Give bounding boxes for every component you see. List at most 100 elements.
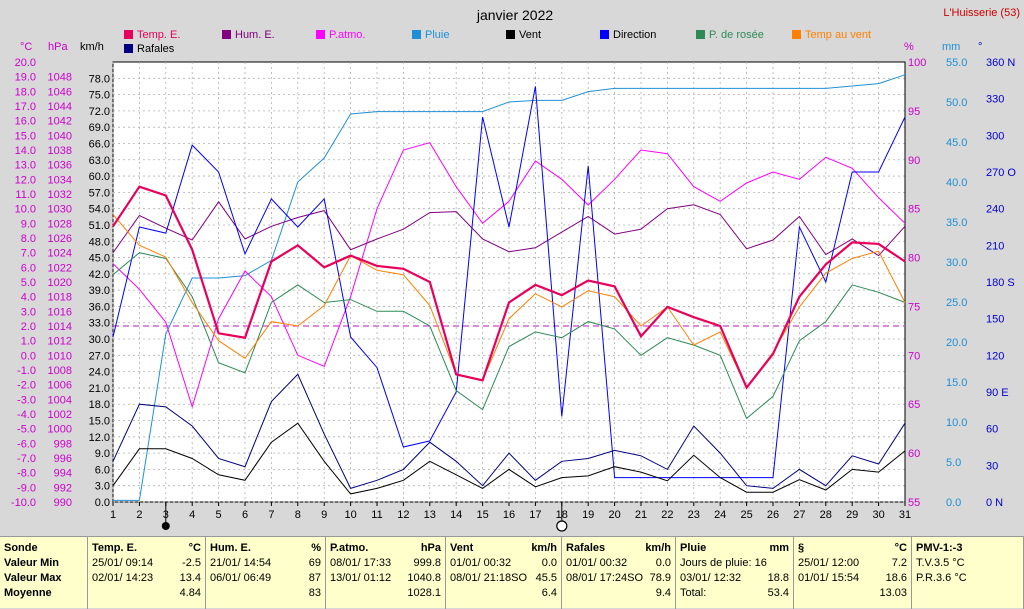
stats-cell-label: 01/01/ 15:54 <box>798 572 860 584</box>
stats-cell-label: P.R.3.6 °C <box>916 572 967 584</box>
stats-row: 6.4 <box>450 586 557 601</box>
legend-label: P.atmo. <box>329 29 366 41</box>
y-tick-label: -5.0 <box>17 424 36 436</box>
stats-column-header: Vent km/h <box>450 541 557 556</box>
x-tick-label: 8 <box>295 509 301 521</box>
y-tick-label: 21.0 <box>89 383 110 395</box>
x-tick-label: 25 <box>740 509 752 521</box>
y-tick-label: 78.0 <box>89 73 110 85</box>
stats-header-label: Rafales <box>566 542 606 554</box>
y-tick-label: 9.0 <box>21 218 36 230</box>
stats-header-label: Hum. E. <box>210 542 251 554</box>
stats-cell-label: 13/01/ 01:12 <box>330 572 392 584</box>
y-tick-label: 994 <box>54 468 72 480</box>
y-tick-label: 57.0 <box>89 187 110 199</box>
stats-header-unit: km/h <box>531 542 557 554</box>
y-tick-label: 14.0 <box>15 145 36 157</box>
stats-cell-label: 08/01/ 17:33 <box>330 557 392 569</box>
stats-column-header: Temp. E. °C <box>92 541 201 556</box>
y-tick-label: 12.0 <box>15 174 36 186</box>
y-tick-label: 1048 <box>48 72 72 84</box>
y-tick-label: 54.0 <box>89 204 110 216</box>
stats-row: Jours de pluie: 16 <box>680 556 789 571</box>
x-tick-label: 28 <box>820 509 832 521</box>
y-tick-label: 19.0 <box>15 72 36 84</box>
y-tick-label: 90 <box>908 155 920 167</box>
x-tick-label: 2 <box>136 509 142 521</box>
y-tick-label: 12.0 <box>89 432 110 444</box>
stats-column: Hum. E.% 21/01/ 14:54 69 06/01/ 06:49 87 83 <box>206 537 326 609</box>
y-tick-label: 992 <box>54 482 72 494</box>
y-tick-label: 20.0 <box>15 57 36 69</box>
y-tick-label: 240 <box>986 204 1004 216</box>
x-tick-label: 13 <box>424 509 436 521</box>
y-tick-label: 996 <box>54 453 72 465</box>
stats-row: P.R.3.6 °C <box>916 571 1019 586</box>
stats-column: § °C 25/01/ 12:00 7.2 01/01/ 15:54 18.6 13.03 <box>794 537 912 609</box>
x-tick-label: 31 <box>899 509 911 521</box>
y-tick-label: 1018 <box>48 292 72 304</box>
stats-header-unit: hPa <box>420 542 441 554</box>
y-tick-label: 0 N <box>986 497 1003 509</box>
y-tick-label: 95 <box>908 106 920 118</box>
stats-column-header: Rafales km/h <box>566 541 671 556</box>
y-tick-label: 0.0 <box>21 350 36 362</box>
stats-row: 83 <box>210 586 321 601</box>
stats-cell-value: 69 <box>308 557 321 569</box>
axis-units: °C hPa km/h % mm ° <box>20 41 982 53</box>
y-tick-label: 15.0 <box>946 377 967 389</box>
y-tick-label: 17.0 <box>15 101 36 113</box>
y-tick-label: 65 <box>908 399 920 411</box>
stats-cell-label: 02/01/ 14:23 <box>92 572 154 584</box>
stats-header-label: Sonde <box>4 542 38 554</box>
stats-row: 06/01/ 06:49 87 <box>210 571 321 586</box>
y-tick-label: 39.0 <box>89 285 110 297</box>
x-tick-label: 10 <box>344 509 356 521</box>
y-tick-label: 75.0 <box>89 90 110 102</box>
x-tick-label: 7 <box>268 509 274 521</box>
x-tick-label: 30 <box>872 509 884 521</box>
series-line-temp-e <box>112 185 906 390</box>
stats-header-label: Temp. E. <box>92 542 138 554</box>
legend-swatch <box>792 30 801 39</box>
y-tick-label: 16.0 <box>15 116 36 128</box>
stats-cell-label: 08/01/ 17:24SO <box>566 572 644 584</box>
y-tick-label: -2.0 <box>17 380 36 392</box>
y-axes: 20.0 19.0 18.0 17.0 16.0 15.0 14.0 13.0 12.0 11.0… <box>11 57 1016 509</box>
stats-header-label: PMV-1:-3 <box>916 542 963 554</box>
y-tick-label: 270 O <box>986 167 1016 179</box>
y-tick-label: 3.0 <box>21 306 36 318</box>
y-tick-label: -7.0 <box>17 453 36 465</box>
stats-row: 9.4 <box>566 586 671 601</box>
stats-header-unit: °C <box>894 542 907 554</box>
x-tick-label: 19 <box>582 509 594 521</box>
weather-chart: janvier 2022 L'Huisserie (53) Temp. E. Hu… <box>10 7 1020 532</box>
stats-cell-value: 87 <box>308 572 321 584</box>
stats-cell-label: 08/01/ 21:18SO <box>450 572 528 584</box>
y-tick-label: -10.0 <box>11 497 36 509</box>
y-tick-label: -9.0 <box>17 482 36 494</box>
x-tick-label: 17 <box>529 509 541 521</box>
stats-header-unit: °C <box>188 542 201 554</box>
y-tick-label: 1030 <box>48 204 72 216</box>
stats-row: 03/01/ 12:32 18.8 <box>680 571 789 586</box>
y-tick-label: 69.0 <box>89 122 110 134</box>
stats-cell-value: 1028.1 <box>407 587 441 599</box>
y-tick-label: 1028 <box>48 218 72 230</box>
y-tick-label: 60 <box>908 448 920 460</box>
y-tick-label: 990 <box>54 497 72 509</box>
legend-label: Pluie <box>425 29 449 41</box>
legend-swatch <box>124 30 133 39</box>
y-tick-label: 1038 <box>48 145 72 157</box>
stats-row: Moyenne <box>4 587 52 599</box>
stats-cell-value: 999.8 <box>413 557 441 569</box>
legend-label: Temp au vent <box>805 29 871 41</box>
x-tick-label: 22 <box>661 509 673 521</box>
x-tick-label: 16 <box>503 509 515 521</box>
stats-cell-value: 4.84 <box>179 587 201 599</box>
stats-header-unit: km/h <box>645 542 671 554</box>
y-tick-label: 51.0 <box>89 220 110 232</box>
stats-row <box>916 586 1019 601</box>
y-tick-label: 1000 <box>48 424 72 436</box>
stats-row: 4.84 <box>92 586 201 601</box>
